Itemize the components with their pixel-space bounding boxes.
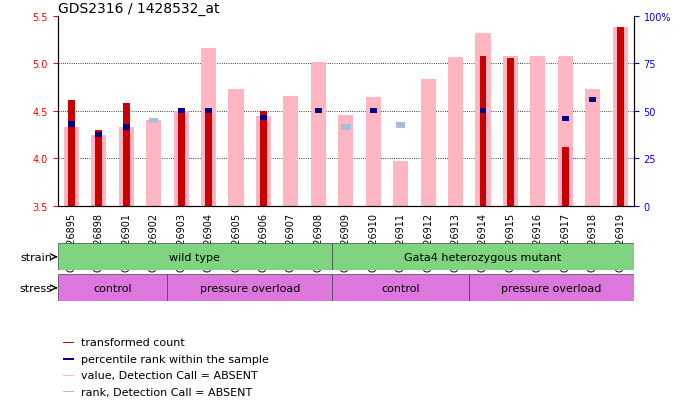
Bar (178, 109, 184, 114)
Bar (64, 342, 74, 343)
Bar (503, 57, 518, 206)
Bar (64, 128, 79, 206)
Bar (167, 275, 332, 301)
Bar (96, 131, 102, 206)
Bar (283, 97, 298, 206)
Bar (365, 98, 381, 206)
Text: GDS2316 / 1428532_at: GDS2316 / 1428532_at (58, 2, 219, 16)
Bar (146, 121, 161, 206)
Bar (149, 119, 159, 123)
Bar (420, 80, 436, 206)
Bar (370, 109, 377, 114)
Bar (562, 116, 569, 122)
Bar (585, 90, 600, 206)
Bar (562, 147, 569, 206)
Text: transformed count: transformed count (81, 338, 184, 348)
Bar (58, 244, 332, 271)
Bar (260, 116, 267, 121)
Text: percentile rank within the sample: percentile rank within the sample (81, 354, 268, 364)
Text: pressure overload: pressure overload (502, 283, 602, 293)
Bar (332, 244, 634, 271)
Bar (96, 133, 102, 138)
Text: wild type: wild type (170, 252, 220, 262)
Text: Gata4 heterozygous mutant: Gata4 heterozygous mutant (404, 252, 561, 262)
Bar (530, 57, 545, 206)
Bar (119, 128, 134, 206)
Text: rank, Detection Call = ABSENT: rank, Detection Call = ABSENT (81, 387, 252, 396)
Bar (205, 109, 212, 114)
Text: pressure overload: pressure overload (199, 283, 300, 293)
Text: control: control (381, 283, 420, 293)
Bar (393, 162, 408, 206)
Text: control: control (93, 283, 132, 293)
Bar (92, 135, 106, 206)
Bar (68, 122, 75, 128)
Bar (68, 101, 75, 206)
Text: stress: stress (19, 283, 52, 293)
Text: value, Detection Call = ABSENT: value, Detection Call = ABSENT (81, 370, 258, 380)
Bar (123, 104, 129, 206)
Bar (558, 57, 573, 206)
Bar (507, 59, 514, 206)
Bar (479, 57, 486, 206)
Bar (64, 375, 74, 376)
Bar (178, 112, 184, 206)
Bar (448, 58, 463, 206)
Bar (396, 123, 405, 128)
Bar (174, 112, 188, 206)
Bar (341, 125, 351, 130)
Bar (228, 90, 243, 206)
Bar (64, 358, 74, 360)
Text: strain: strain (20, 252, 52, 262)
Bar (311, 63, 326, 206)
Bar (617, 28, 624, 206)
Bar (201, 49, 216, 206)
Bar (64, 391, 74, 392)
Bar (475, 33, 491, 206)
Bar (58, 275, 167, 301)
Bar (589, 97, 596, 103)
Bar (315, 109, 322, 114)
Bar (469, 275, 634, 301)
Bar (205, 112, 212, 206)
Bar (123, 125, 129, 130)
Bar (260, 112, 267, 206)
Bar (256, 116, 271, 206)
Bar (479, 109, 486, 114)
Bar (613, 28, 628, 206)
Bar (332, 275, 469, 301)
Bar (338, 115, 353, 206)
